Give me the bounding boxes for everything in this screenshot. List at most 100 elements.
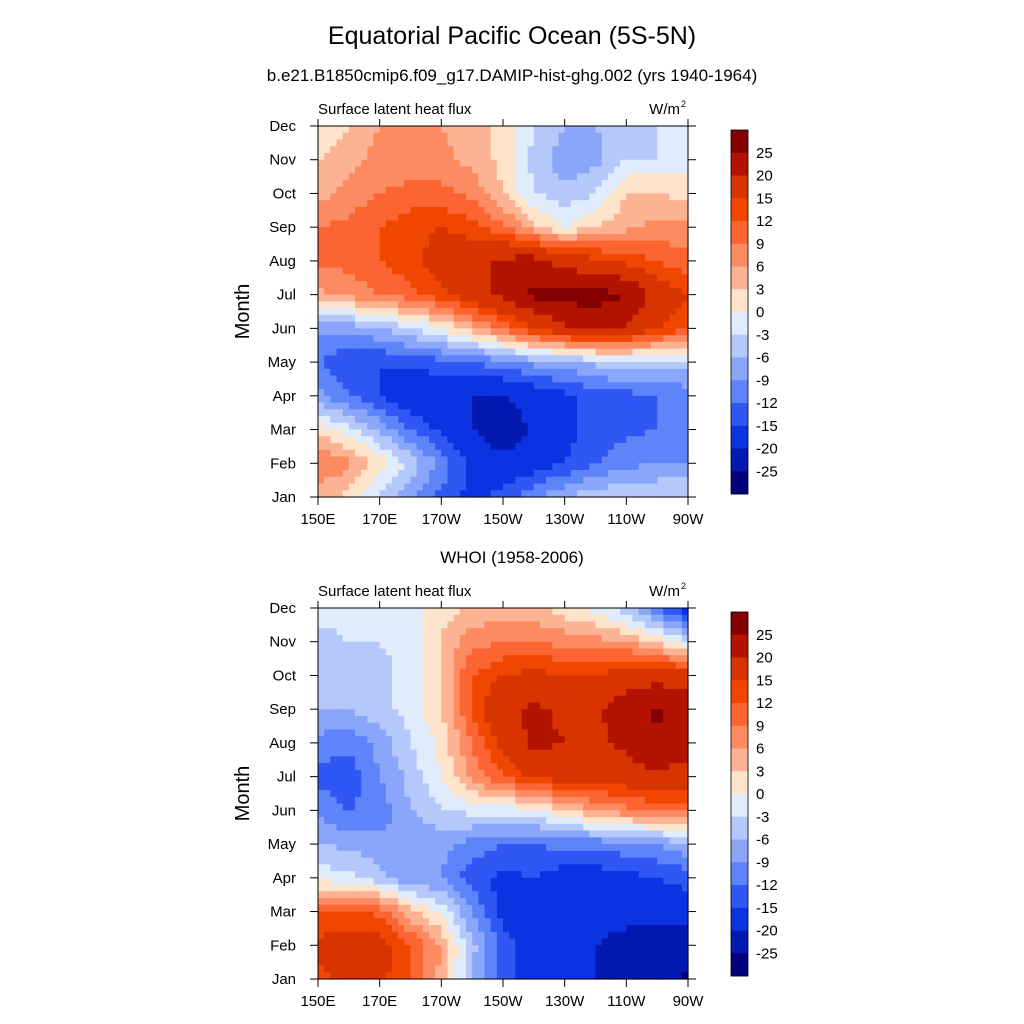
heatmap-cell [521,763,529,771]
heatmap-cell [441,490,449,498]
heatmap-cell [392,220,399,228]
heatmap-cell [429,456,436,464]
heatmap-cell [663,443,671,451]
heatmap-cell [681,722,689,731]
heatmap-cell [459,675,467,683]
heatmap-cell [546,166,553,174]
heatmap-cell [404,308,412,316]
heatmap-cell [577,267,584,275]
heatmap-cell [681,146,689,154]
heatmap-cell [527,614,535,623]
heatmap-cell [675,436,683,444]
heatmap-cell [570,240,578,249]
heatmap-cell [552,274,560,282]
heatmap-cell [583,254,590,262]
heatmap-cell [577,213,584,222]
heatmap-cell [651,126,658,134]
heatmap-cell [398,608,405,616]
heatmap-cell [614,702,621,710]
heatmap-cell [422,621,430,629]
heatmap-cell [614,173,621,181]
heatmap-cell [422,429,430,437]
heatmap-cell [515,655,523,663]
heatmap-cell [570,470,578,478]
heatmap-cell [503,655,510,663]
heatmap-cell [595,368,603,377]
heatmap-cell [632,409,640,417]
heatmap-cell [453,661,461,670]
heatmap-cell [669,301,677,309]
heatmap-cell [663,409,671,417]
heatmap-cell [472,675,479,683]
heatmap-cell [355,470,362,478]
heatmap-cell [355,715,362,724]
heatmap-cell [675,139,683,147]
heatmap-cell [570,709,578,717]
heatmap-cell [540,422,547,431]
heatmap-cell [379,335,387,343]
heatmap-cell [509,321,516,329]
heatmap-cell [583,409,590,417]
heatmap-cell [675,402,683,410]
heatmap-cell [620,254,627,262]
heatmap-cell [552,776,560,784]
heatmap-cell [589,260,597,269]
heatmap-cell [484,254,492,262]
heatmap-cell [515,227,523,235]
heatmap-cell [521,449,529,458]
heatmap-cell [564,247,572,255]
heatmap-cell [626,763,634,771]
heatmap-cell [669,220,677,228]
heatmap-cell [466,695,473,704]
heatmap-cell [595,233,603,242]
heatmap-cell [533,402,541,410]
heatmap-cell [447,173,455,181]
heatmap-cell [373,152,381,161]
heatmap-cell [367,233,375,242]
heatmap-cell [533,675,541,683]
heatmap-cell [404,166,412,174]
heatmap-cell [361,688,368,697]
heatmap-cell [416,443,424,451]
heatmap-cell [614,722,621,731]
heatmap-cell [632,695,640,704]
heatmap-cell [435,186,442,195]
heatmap-cell [521,416,529,424]
heatmap-cell [348,267,356,275]
heatmap-cell [589,247,597,255]
heatmap-cell [435,301,442,309]
heatmap-cell [379,152,387,161]
heatmap-cell [429,260,436,269]
heatmap-cell [552,166,560,174]
heatmap-cell [324,443,331,451]
heatmap-cell [521,756,529,764]
heatmap-cell [447,702,455,710]
heatmap-cell [348,206,356,215]
heatmap-cell [614,274,621,282]
heatmap-cell [379,470,387,478]
heatmap-cell [453,281,461,289]
heatmap-cell [669,308,677,316]
heatmap-cell [348,416,356,424]
heatmap-cell [620,490,627,498]
heatmap-cell [478,769,486,778]
heatmap-cell [503,416,510,424]
heatmap-cell [490,634,498,643]
heatmap-cell [540,688,547,697]
heatmap-cell [336,281,344,289]
heatmap-cell [570,200,578,208]
heatmap-cell [342,159,350,168]
heatmap-cell [626,132,634,141]
heatmap-cell [509,335,516,343]
heatmap-cell [558,294,566,302]
heatmap-cell [416,483,424,491]
heatmap-cell [632,621,640,629]
heatmap-cell [453,362,461,370]
heatmap-cell [675,695,683,704]
heatmap-cell [509,470,516,478]
heatmap-cell [620,641,627,650]
heatmap-cell [546,179,553,188]
heatmap-cell [422,749,430,757]
heatmap-cell [589,220,597,228]
heatmap-cell [496,179,504,188]
